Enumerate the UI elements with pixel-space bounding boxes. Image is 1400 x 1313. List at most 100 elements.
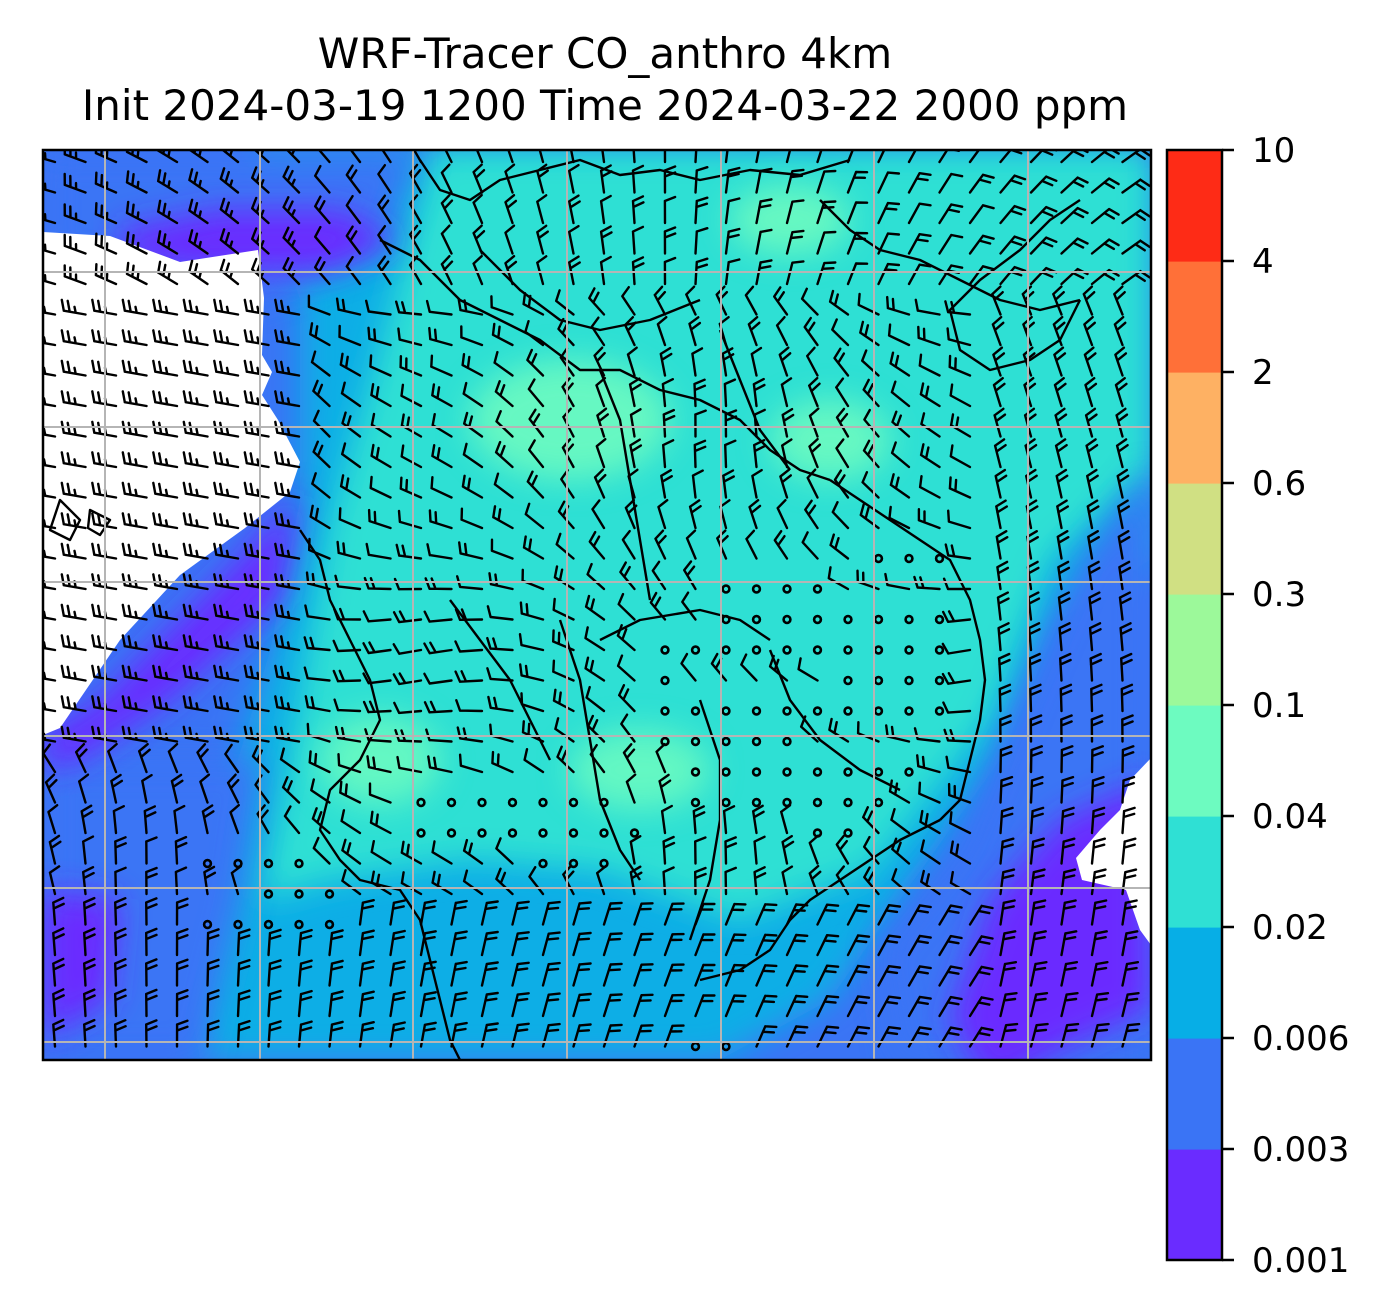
wind-barb — [274, 634, 301, 652]
wind-barb — [1117, 499, 1130, 530]
wind-barb — [1117, 530, 1131, 560]
wind-barb — [400, 383, 423, 408]
wind-barb — [785, 964, 809, 987]
wind-barb — [907, 965, 932, 987]
wind-barb — [213, 451, 240, 469]
wind-barb — [152, 298, 179, 316]
wind-barb — [182, 603, 209, 621]
wind-barb — [121, 664, 148, 682]
wind-barb — [591, 499, 606, 530]
wind-barb — [660, 804, 673, 835]
wind-barb — [333, 607, 362, 621]
map-frame — [41, 148, 1153, 1062]
calm-wind-marker — [446, 828, 457, 838]
wind-barb — [138, 743, 151, 774]
wind-barb — [145, 897, 158, 926]
calm-wind-marker — [721, 645, 731, 655]
wind-barb — [157, 150, 179, 164]
wind-barb — [768, 654, 789, 682]
wind-barb — [267, 959, 282, 987]
calm-wind-marker — [477, 797, 487, 808]
wind-barb — [80, 804, 94, 835]
wind-barb — [831, 501, 850, 530]
wind-barb — [504, 224, 516, 255]
calm-wind-marker — [782, 767, 792, 777]
wind-barb — [552, 597, 575, 621]
wind-barb — [1060, 992, 1079, 1018]
wind-barb — [182, 298, 209, 316]
wind-barb — [755, 259, 773, 286]
calm-wind-marker — [538, 858, 548, 869]
wind-barb — [917, 325, 941, 347]
wind-barb — [1084, 377, 1098, 408]
wind-barb — [1087, 530, 1100, 560]
wind-barb — [941, 672, 972, 685]
wind-barb — [536, 224, 549, 255]
wind-barb — [400, 840, 423, 865]
wind-barb — [942, 577, 972, 591]
wind-barb — [152, 359, 179, 377]
wind-barb — [114, 958, 127, 987]
calm-wind-marker — [568, 797, 579, 808]
wind-barb — [681, 591, 697, 621]
calm-wind-marker — [233, 919, 243, 930]
wind-barb — [425, 299, 453, 316]
wind-barb — [657, 499, 669, 530]
wind-barb — [362, 641, 392, 655]
wind-barb — [370, 443, 392, 469]
wind-barb — [808, 376, 821, 408]
wind-barb — [1086, 468, 1099, 499]
calm-wind-marker — [202, 858, 213, 869]
wind-barb — [480, 900, 499, 926]
graticule — [43, 150, 1151, 1060]
wind-barb — [490, 538, 514, 560]
wind-barb — [552, 659, 575, 682]
wind-barb — [440, 255, 454, 286]
wind-barb — [43, 743, 57, 774]
wind-barb — [338, 324, 362, 347]
wind-barb — [60, 512, 87, 530]
wind-barb — [48, 865, 61, 896]
wind-barb — [528, 439, 545, 469]
wind-barb — [424, 577, 453, 591]
wind-barb — [1121, 239, 1151, 255]
wind-barb — [907, 904, 932, 926]
wind-barb — [1058, 622, 1072, 652]
wind-barb — [243, 603, 270, 621]
wind-barb — [121, 512, 148, 530]
colorbar-tick-label: 4 — [1252, 242, 1274, 282]
calm-wind-marker — [263, 889, 274, 899]
calm-wind-marker — [843, 706, 853, 716]
wind-barb — [999, 235, 1027, 255]
wind-barb — [221, 150, 240, 164]
wind-barb — [755, 903, 778, 926]
calm-wind-marker — [324, 919, 335, 930]
wind-barb — [846, 170, 869, 194]
wind-barb — [369, 810, 392, 835]
wind-barb — [522, 292, 545, 316]
colorbar-tick-label: 0.003 — [1252, 1130, 1349, 1170]
wind-barb — [745, 529, 758, 560]
calm-wind-marker — [721, 1041, 731, 1052]
wind-barb — [998, 683, 1012, 713]
wind-barb — [877, 934, 902, 957]
wind-barb — [182, 390, 209, 408]
calm-wind-marker — [660, 645, 670, 655]
wind-barb — [938, 904, 963, 926]
wind-barb — [125, 150, 148, 164]
wind-barb — [339, 352, 362, 377]
calm-wind-marker — [873, 675, 884, 686]
wind-barb — [314, 195, 331, 225]
wind-barb — [584, 626, 606, 652]
wind-barb — [511, 992, 530, 1018]
wind-barb — [370, 840, 392, 865]
calm-wind-marker — [934, 645, 945, 655]
calm-wind-marker — [843, 828, 853, 838]
wind-barb — [846, 262, 869, 286]
wind-barb — [495, 867, 514, 896]
wind-barb — [114, 988, 127, 1018]
wind-barb — [60, 451, 87, 469]
wind-barb — [949, 811, 972, 835]
wind-barb — [877, 965, 902, 987]
wind-barb — [52, 927, 65, 957]
